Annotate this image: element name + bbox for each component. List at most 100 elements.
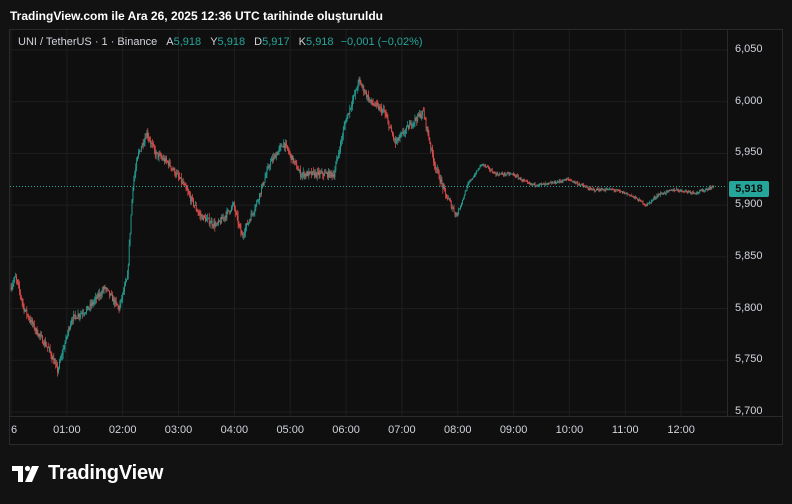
- candle-body: [440, 179, 442, 183]
- candle-body: [327, 171, 329, 178]
- candle-body: [143, 142, 145, 146]
- legend-symbol[interactable]: UNI / TetherUS · 1 · Binance: [18, 36, 158, 48]
- candle-body: [166, 158, 167, 162]
- candle-body: [355, 89, 357, 91]
- candle-body: [522, 179, 524, 181]
- candle-body: [268, 166, 270, 168]
- candle-body: [615, 190, 617, 192]
- candle-body: [519, 177, 521, 179]
- candle-body: [614, 190, 616, 192]
- candle-body: [569, 179, 571, 181]
- candle-body: [604, 190, 606, 192]
- candle-body: [663, 192, 664, 195]
- candle-body: [674, 189, 676, 191]
- candle-body: [630, 195, 632, 197]
- candle-body: [305, 173, 307, 176]
- candle-body: [532, 183, 534, 185]
- candle-body: [225, 215, 227, 218]
- candle-body: [527, 181, 528, 183]
- candle-body: [51, 356, 53, 360]
- x-tick-label: 12:00: [667, 424, 695, 436]
- candle-body: [121, 298, 123, 300]
- candle-body: [84, 313, 85, 315]
- candle-body: [71, 320, 72, 325]
- candle-body: [573, 181, 575, 183]
- candle-body: [703, 190, 705, 192]
- candle-body: [114, 300, 116, 304]
- candle-body: [255, 204, 257, 210]
- candle-body: [586, 186, 588, 188]
- candle-body: [46, 346, 48, 348]
- candle-body: [407, 125, 408, 127]
- candle-body: [475, 170, 477, 175]
- candle-body: [304, 173, 306, 177]
- candle-body: [684, 190, 686, 193]
- candle-body: [488, 166, 489, 168]
- candle-body: [164, 158, 165, 162]
- candle-body: [311, 171, 313, 175]
- candle-body: [606, 189, 608, 190]
- candle-body: [340, 142, 341, 152]
- candle-body: [183, 184, 185, 186]
- candle-body: [552, 182, 554, 184]
- candle-body: [509, 173, 511, 175]
- candle-body: [380, 107, 381, 108]
- candle-body: [360, 81, 362, 86]
- candle-body: [26, 309, 28, 315]
- candle-body: [291, 155, 293, 160]
- candle-body: [547, 182, 549, 184]
- candle-body: [693, 192, 695, 194]
- candle-body: [491, 169, 493, 173]
- candle-body: [499, 173, 501, 176]
- candle-body: [450, 201, 452, 209]
- candle-body: [35, 328, 37, 331]
- candle-body: [129, 232, 131, 245]
- candle-body: [215, 224, 217, 227]
- candle-body: [353, 95, 354, 101]
- candle-body: [245, 227, 246, 233]
- candle-body: [489, 169, 491, 171]
- candle-body: [629, 194, 631, 196]
- candle-body: [281, 145, 283, 147]
- candle-body: [466, 185, 468, 191]
- candle-body: [564, 179, 566, 181]
- candle-body: [545, 183, 547, 185]
- candle-body: [115, 300, 117, 303]
- candle-body: [66, 336, 68, 338]
- candle-body: [472, 178, 474, 180]
- candle-body: [425, 118, 427, 128]
- candle-body: [664, 193, 666, 195]
- candle-body: [393, 134, 394, 139]
- candle-body: [288, 151, 290, 153]
- candle-body: [331, 173, 333, 177]
- candle-body: [366, 91, 367, 98]
- candle-body: [454, 211, 456, 215]
- candle-body: [529, 183, 530, 185]
- candle-body: [48, 347, 50, 349]
- candle-body: [310, 171, 312, 173]
- candle-body: [429, 139, 431, 144]
- candle-body: [526, 181, 528, 182]
- candle-body: [358, 79, 360, 82]
- candle-body: [512, 173, 514, 175]
- candle-body: [199, 213, 201, 215]
- candle-body: [695, 193, 697, 195]
- tradingview-logo[interactable]: TradingView: [12, 462, 163, 485]
- candle-body: [635, 197, 636, 198]
- candle-body: [53, 357, 55, 364]
- candle-body: [112, 298, 114, 302]
- candle-body: [378, 105, 380, 110]
- candle-body: [272, 158, 273, 161]
- candle-body: [461, 199, 463, 204]
- candle-body: [690, 192, 692, 194]
- candle-body: [508, 173, 510, 175]
- candle-body: [678, 191, 680, 192]
- candle-body: [128, 244, 130, 265]
- candle-body: [266, 169, 268, 175]
- candle-body: [43, 343, 44, 345]
- candle-body: [210, 221, 212, 224]
- candle-body: [182, 181, 184, 185]
- candle-body: [15, 276, 17, 278]
- x-tick-label: 10:00: [555, 424, 584, 436]
